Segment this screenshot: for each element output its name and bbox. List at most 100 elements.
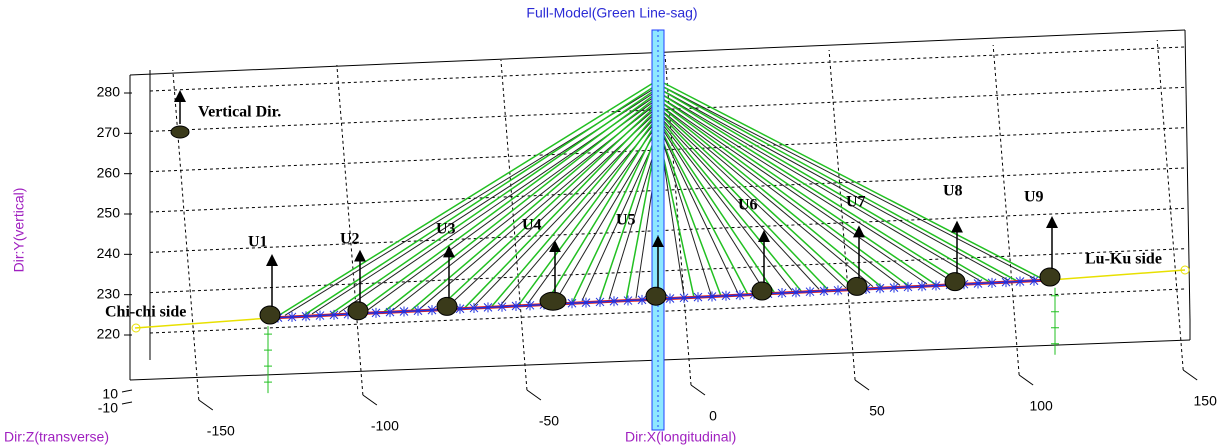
cable: [657, 111, 830, 292]
cable: [355, 91, 659, 315]
cable: [659, 112, 847, 289]
deck-node: [917, 281, 927, 292]
cable: [544, 119, 659, 305]
x-tick-label: -50: [539, 413, 559, 429]
x-tick-label: 50: [869, 403, 885, 419]
deck-node: [595, 296, 605, 307]
x-tick-label: -150: [207, 423, 235, 439]
deck-node: [735, 290, 745, 301]
grid-line: [149, 248, 1186, 294]
approach-right: [1049, 269, 1186, 281]
sensor-label: U3: [436, 221, 456, 238]
tick-mark: [362, 394, 378, 406]
deck-node: [413, 305, 423, 316]
deck-node: [889, 282, 899, 293]
cable: [657, 127, 722, 297]
grid-line: [172, 69, 200, 401]
deck-node: [497, 301, 507, 312]
grid-line: [1156, 39, 1184, 371]
z-tick-label: 10: [102, 386, 118, 402]
deck-node: [581, 297, 591, 308]
deck-node: [875, 283, 885, 294]
y-axis-label: Dir:Y(vertical): [11, 188, 27, 273]
annotation: Lu-Ku side: [1085, 251, 1162, 268]
deck-node: [483, 302, 493, 313]
sensor-label: U8: [943, 183, 963, 200]
cable: [657, 91, 965, 285]
deck-node: [385, 307, 395, 318]
legend-sensor: [170, 125, 190, 139]
deck-node: [707, 291, 717, 302]
deck-node: [427, 305, 437, 316]
tick-mark: [690, 384, 706, 396]
approach-end: [131, 323, 141, 333]
cable: [328, 87, 659, 316]
sensor-label: U6: [738, 197, 758, 214]
deck-node: [903, 281, 913, 292]
grid-line: [149, 127, 1186, 173]
sensor: [1039, 267, 1061, 287]
cable: [659, 128, 739, 294]
grid-line: [500, 59, 528, 391]
cable: [490, 111, 659, 308]
sensor: [751, 281, 773, 301]
y-tick-label: 250: [97, 205, 121, 221]
cable: [657, 79, 1046, 281]
y-tick-label: 220: [97, 326, 121, 342]
cable: [463, 107, 659, 310]
cable: [657, 103, 884, 289]
cable: [657, 83, 1019, 283]
grid-line: [149, 86, 1186, 132]
cable: [657, 123, 749, 296]
sensor: [347, 301, 369, 321]
sensor: [259, 305, 281, 325]
grid-line: [149, 288, 1186, 334]
deck-node: [637, 294, 647, 305]
deck-node: [469, 303, 479, 314]
grid-line: [149, 207, 1186, 253]
deck-node: [329, 309, 339, 320]
grid-line: [992, 44, 1020, 376]
z-tick-label: -10: [98, 400, 118, 416]
sensor-label: U2: [340, 231, 360, 248]
sensor: [539, 291, 567, 311]
cable: [659, 120, 793, 291]
cable: [581, 128, 661, 302]
deck-node: [721, 290, 731, 301]
deck-node: [679, 292, 689, 303]
deck-node: [693, 292, 703, 303]
cable: [382, 95, 659, 314]
cable: [301, 83, 659, 318]
deck-node: [399, 306, 409, 317]
grid-line: [149, 167, 1186, 213]
sensor: [436, 296, 458, 316]
deck-node: [301, 311, 311, 322]
cable: [657, 95, 938, 287]
cable: [657, 119, 776, 294]
tick-mark: [1018, 374, 1034, 386]
sensor: [846, 276, 868, 296]
deck-node: [371, 307, 381, 318]
cable: [659, 116, 820, 290]
sensor: [944, 272, 966, 292]
tick-mark: [526, 389, 542, 401]
deck-node: [819, 286, 829, 297]
deck-node: [805, 286, 815, 297]
sensor-label: U4: [522, 217, 542, 234]
sensor-label: U1: [248, 234, 268, 251]
deck-node: [609, 296, 619, 307]
deck-node: [623, 295, 633, 306]
cable: [657, 99, 911, 288]
cable: [659, 104, 901, 286]
cable: [659, 88, 1009, 281]
y-tick-label: 280: [97, 84, 121, 100]
deck-node: [315, 310, 325, 321]
deck-node: [525, 300, 535, 311]
tick-mark: [121, 401, 133, 405]
cable: [659, 108, 874, 288]
cable: [657, 87, 992, 284]
tick-mark: [198, 399, 214, 411]
deck-node: [1001, 277, 1011, 288]
cable: [659, 84, 1036, 280]
